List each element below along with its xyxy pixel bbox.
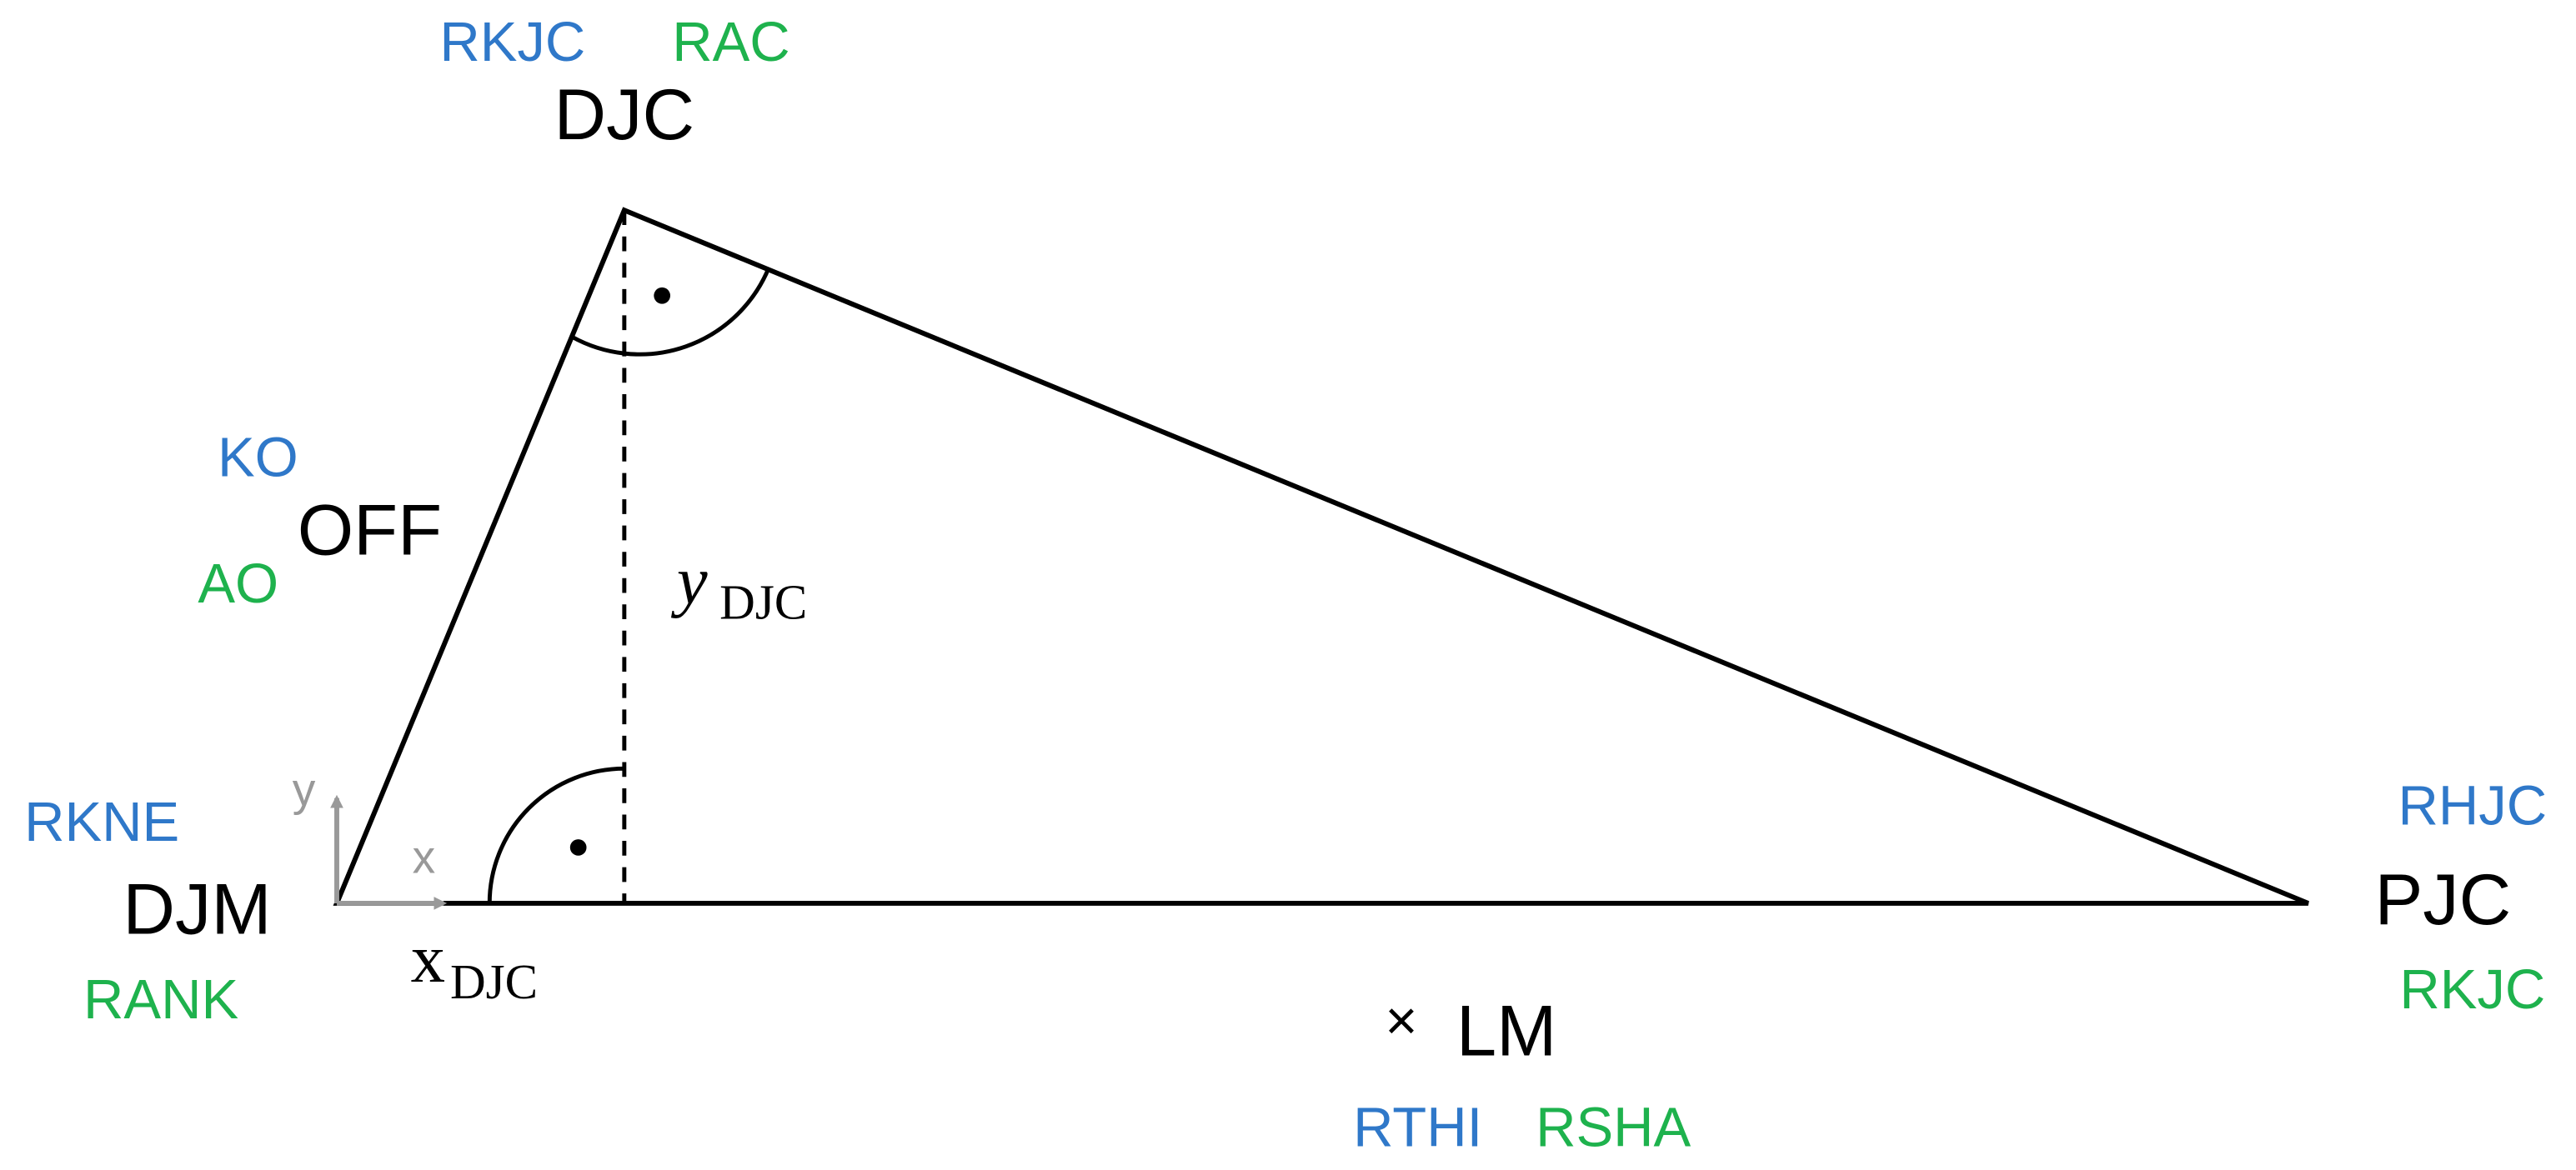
axis-label: x (413, 831, 436, 882)
triangle (333, 207, 2309, 906)
landmark-symbol: × (1385, 989, 1417, 1052)
marker-label: RTHI (1353, 1097, 1482, 1159)
marker-label: KO (218, 426, 298, 488)
point-label: OFF (298, 490, 442, 570)
angle-dot (569, 839, 587, 856)
angle-arc (487, 766, 624, 903)
coordinate-subscript: DJC (450, 954, 538, 1009)
angle-dot (654, 287, 671, 304)
point-label: DJM (123, 870, 271, 950)
angle-arc (570, 267, 771, 357)
marker-label: RKJC (2399, 958, 2545, 1021)
marker-label: RHJC (2398, 774, 2548, 837)
marker-label: RSHA (1536, 1097, 1691, 1159)
axis-label: y (293, 763, 316, 815)
coordinate-symbol: y (671, 542, 708, 619)
coordinate-symbol: x (411, 920, 445, 997)
marker-label: RAC (672, 11, 789, 73)
marker-label: RKNE (24, 791, 179, 853)
point-label: DJC (554, 75, 695, 155)
point-label: LM (1456, 991, 1556, 1071)
coordinate-subscript: DJC (719, 575, 807, 630)
marker-label: RANK (83, 968, 238, 1031)
marker-label: RKJC (439, 11, 585, 73)
marker-label: AO (198, 552, 278, 615)
point-label: PJC (2374, 860, 2511, 940)
